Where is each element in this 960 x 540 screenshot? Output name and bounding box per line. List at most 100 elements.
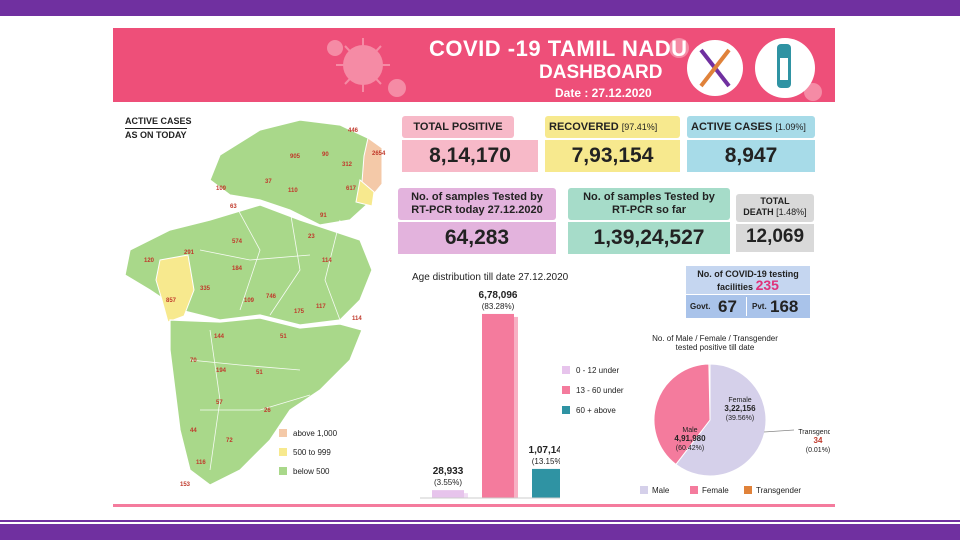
- map-region-chengalpattu: [355, 179, 375, 207]
- district-value: 23: [308, 234, 315, 240]
- district-value: 120: [144, 258, 155, 264]
- age-bar-pct-label: (13.15%): [532, 457, 560, 466]
- district-value: 114: [352, 316, 362, 322]
- district-value: 70: [190, 358, 197, 364]
- age-bar-1: [482, 313, 514, 498]
- recovered-pct: [97.41%]: [621, 122, 658, 132]
- dashboard-date: Date : 27.12.2020: [555, 86, 652, 100]
- age-legend-swatch-0-12: [562, 366, 570, 374]
- bottom-border-bar: [0, 524, 960, 540]
- test-tube-icon: [687, 40, 743, 96]
- district-value: 175: [294, 309, 305, 315]
- testing-facilities-card: No. of COVID-19 testing facilities 235 G…: [686, 266, 810, 318]
- district-value: 117: [316, 304, 326, 310]
- district-value: 51: [280, 334, 287, 340]
- dashboard-header: COVID -19 TAMIL NADU DASHBOARD Date : 27…: [113, 28, 835, 102]
- age-bar-pct-label: (83.28%): [482, 302, 515, 311]
- age-bar-value-label: 6,78,096: [479, 290, 518, 301]
- gender-legend-label-male: Male: [652, 486, 670, 495]
- age-bar-pct-label: (3.55%): [434, 478, 462, 487]
- gender-pie-slice-transgender: [708, 363, 711, 421]
- total-death-card: TOTAL DEATH [1.48%] 12,069: [736, 194, 814, 252]
- map-title-line2: AS ON TODAY: [125, 130, 187, 140]
- govt-value: 67: [718, 297, 737, 316]
- map-region-north: [209, 119, 381, 226]
- gender-legend-swatch-male: [640, 486, 648, 494]
- tested-so-far-value: 1,39,24,527: [593, 226, 705, 249]
- district-value: 51: [256, 370, 263, 376]
- gender-pie-category-label: Male: [682, 427, 697, 434]
- district-value: 153: [180, 482, 191, 488]
- gender-title-line2: tested positive till date: [675, 343, 755, 352]
- district-value: 44: [190, 428, 197, 434]
- district-value: 57: [216, 400, 223, 406]
- total-death-label-line1: TOTAL: [760, 196, 790, 206]
- tested-today-label-line1: No. of samples Tested by: [411, 191, 543, 203]
- facilities-label-line2: facilities: [717, 282, 754, 292]
- age-bar-value-label: 28,933: [433, 466, 464, 477]
- district-value: 312: [342, 162, 353, 168]
- gender-legend-label-female: Female: [702, 486, 729, 495]
- district-value: 109: [244, 298, 255, 304]
- district-value: 184: [232, 266, 243, 272]
- legend-swatch-above-1000: [279, 429, 287, 437]
- facilities-total: 235: [755, 277, 779, 293]
- total-death-value: 12,069: [745, 226, 805, 247]
- legend-label-above-1000: above 1,000: [293, 429, 338, 438]
- facilities-label-line1: No. of COVID-19 testing: [697, 269, 799, 279]
- active-cases-card: ACTIVE CASES [1.09%] 8,947: [687, 116, 815, 172]
- gender-pie-slice-female: [653, 363, 711, 466]
- gender-legend-swatch-transgender: [744, 486, 752, 494]
- tested-today-label-line2: RT-PCR today 27.12.2020: [411, 204, 543, 216]
- legend-label-below-500: below 500: [293, 467, 330, 476]
- age-bar-side-1: [514, 316, 518, 498]
- map-region-south: [169, 317, 363, 486]
- age-legend-swatch-60-plus: [562, 406, 570, 414]
- tamil-nadu-map: 446 2654 905 90 312 37 617 109 110 63 91…: [124, 119, 386, 488]
- age-legend-label-60-plus: 60 + above: [576, 406, 616, 415]
- total-death-pct: [1.48%]: [776, 207, 807, 217]
- age-bar-value-label: 1,07,141: [529, 445, 560, 456]
- gender-legend-swatch-female: [690, 486, 698, 494]
- gender-pie-pct-label: (0.01%): [806, 447, 830, 454]
- district-value: 857: [166, 298, 177, 304]
- map-region-coimbatore: [155, 254, 195, 323]
- district-value: 26: [264, 408, 271, 414]
- tested-so-far-label-line2: RT-PCR so far: [612, 204, 686, 216]
- total-death-label-line2: DEATH: [743, 207, 774, 217]
- district-value: 91: [320, 213, 327, 219]
- district-value: 2654: [372, 151, 386, 157]
- gender-pie-category-label: Transgender: [798, 429, 830, 436]
- gender-pie-value-label: 3,22,156: [724, 404, 756, 413]
- total-positive-label: TOTAL POSITIVE: [413, 121, 503, 133]
- age-chart-legend: 0 - 12 under 13 - 60 under 60 + above: [562, 352, 662, 422]
- district-value: 335: [200, 286, 211, 292]
- district-value: 72: [226, 438, 233, 444]
- gender-pie-value-label: 34: [814, 436, 823, 445]
- pvt-label: Pvt.: [752, 302, 767, 311]
- total-positive-value: 8,14,170: [429, 144, 511, 167]
- district-value: 194: [216, 368, 227, 374]
- header-decoration: [327, 38, 822, 101]
- gender-chart-legend: Male Female Transgender: [640, 484, 830, 498]
- district-value: 144: [214, 334, 225, 340]
- age-bar-2: [532, 468, 560, 498]
- legend-label-500-999: 500 to 999: [293, 448, 331, 457]
- bottom-rule: [0, 520, 960, 522]
- age-legend-label-0-12: 0 - 12 under: [576, 366, 620, 375]
- tested-today-card: No. of samples Tested by RT-PCR today 27…: [398, 188, 556, 254]
- age-legend-swatch-13-60: [562, 386, 570, 394]
- district-value: 617: [346, 186, 357, 192]
- age-distribution-chart: 28,933(3.55%) 6,78,096(83.28%) 1,07,141(13…: [420, 290, 560, 499]
- recovered-card: RECOVERED [97.41%] 7,93,154: [545, 116, 680, 172]
- district-value: 90: [322, 152, 329, 158]
- gender-chart-title: No. of Male / Female / Transgender teste…: [640, 334, 790, 352]
- vaccine-icon: [755, 38, 815, 98]
- district-value: 905: [290, 154, 301, 160]
- district-value: 746: [266, 294, 277, 300]
- gender-pie-pct-label: (60.42%): [676, 445, 704, 452]
- transgender-leader-line: [763, 429, 795, 433]
- total-positive-card: TOTAL POSITIVE 8,14,170: [402, 116, 538, 172]
- active-cases-pct: [1.09%]: [775, 122, 806, 132]
